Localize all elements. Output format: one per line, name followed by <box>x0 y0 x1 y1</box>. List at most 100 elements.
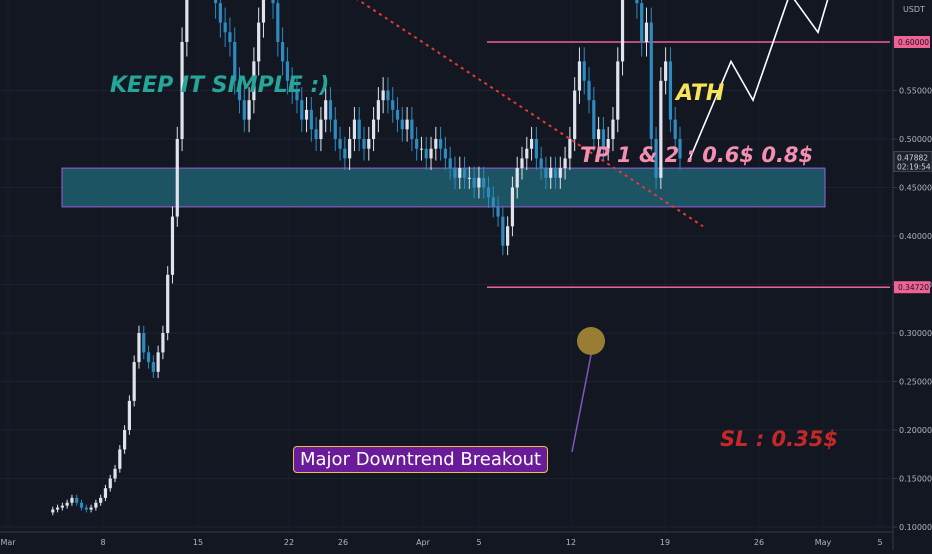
candle-body <box>439 139 443 149</box>
candle-body <box>218 3 222 23</box>
candle-body <box>597 129 601 139</box>
candle-body <box>472 177 476 188</box>
candle-body <box>649 22 653 140</box>
candle-body <box>300 100 304 120</box>
x-tick-label: 19 <box>660 538 670 547</box>
candle-body <box>65 502 69 506</box>
candle-body <box>362 139 366 149</box>
downtrend-line <box>356 0 704 228</box>
time-axis[interactable]: Mar 8 15 22 26 Apr 5 12 19 26 May 5 <box>0 531 893 547</box>
candle-body <box>544 168 548 178</box>
y-tick-label: 0.30000 <box>899 329 932 338</box>
candle-body <box>453 168 457 178</box>
current-price-label: 0.47882 <box>897 154 928 163</box>
candle-body <box>458 168 462 178</box>
candle-body <box>529 139 534 149</box>
y-tick-label: 0.40000 <box>899 232 932 241</box>
candle-body <box>60 505 64 508</box>
candle-body <box>252 61 256 101</box>
candle-body <box>99 497 103 503</box>
support-zone <box>61 167 826 208</box>
candle-body <box>333 119 337 139</box>
candle-body <box>142 333 146 353</box>
candle-body <box>55 507 60 510</box>
candle-body <box>539 158 543 169</box>
x-tick-label: 5 <box>877 538 882 547</box>
candle-body <box>496 206 500 217</box>
candle-body <box>462 168 467 178</box>
candle-body <box>510 187 515 227</box>
y-tick-label: 0.45000 <box>899 184 932 193</box>
candle-body <box>525 148 529 159</box>
candle-body <box>506 226 510 246</box>
candle-body <box>343 148 347 159</box>
x-tick-label: Mar <box>0 538 16 547</box>
candle-body <box>271 0 275 4</box>
level-price-label: 0.60000 <box>898 38 929 47</box>
candle-body <box>410 119 414 139</box>
y-tick-label: 0.25000 <box>899 378 932 387</box>
sl-text: SL : 0.35$ <box>720 427 838 451</box>
candle-body <box>175 139 179 217</box>
currency-label: USDT <box>903 5 925 14</box>
x-tick-label: Apr <box>416 538 431 547</box>
y-tick-label: 0.55000 <box>899 87 932 96</box>
candle-body <box>616 61 620 120</box>
candle-body <box>237 80 242 101</box>
candle-body <box>678 139 682 159</box>
current-price-tag <box>893 151 932 173</box>
candle-body <box>132 362 136 401</box>
candle-body <box>51 509 55 513</box>
candle-body <box>338 139 342 149</box>
candle-body <box>242 100 246 120</box>
candle-body <box>558 168 562 178</box>
candle-body <box>620 0 625 62</box>
candles-layer <box>51 0 682 516</box>
candle-body <box>563 158 567 169</box>
candle-body <box>371 119 376 139</box>
candle-body <box>213 0 218 4</box>
candle-body <box>84 507 88 510</box>
candle-body <box>391 100 395 110</box>
candle-body <box>635 0 639 4</box>
price-axis[interactable]: USDT1.150001.100001.050001.000000.900000… <box>892 0 932 550</box>
candle-body <box>161 333 165 353</box>
candle-body <box>170 216 175 275</box>
candle-body <box>118 449 122 469</box>
breakout-marker <box>577 327 605 355</box>
x-tick-label: 26 <box>754 538 764 547</box>
candle-body <box>573 90 577 139</box>
candle-body <box>304 109 309 120</box>
candle-body <box>103 488 108 498</box>
candle-body <box>328 100 333 120</box>
candle-body <box>166 274 170 333</box>
candle-body <box>70 497 74 503</box>
candle-body <box>257 22 261 62</box>
candle-body <box>501 216 505 246</box>
candle-body <box>654 139 658 178</box>
candle-body <box>290 80 294 91</box>
candle-body <box>324 100 328 120</box>
candle-body <box>395 109 400 120</box>
candle-body <box>601 129 605 149</box>
candle-body <box>640 3 644 42</box>
candle-body <box>577 61 582 91</box>
projection-path <box>689 0 829 159</box>
candle-body <box>443 148 447 159</box>
levels-layer <box>487 41 890 288</box>
candle-body <box>314 129 318 139</box>
overlays-layer <box>356 0 829 453</box>
candle-body <box>185 0 189 42</box>
candle-body <box>151 362 155 372</box>
candle-body <box>261 0 266 23</box>
candle-body <box>223 22 227 33</box>
candle-body <box>276 3 280 42</box>
candle-body <box>491 197 495 207</box>
candle-body <box>127 400 131 430</box>
candle-body <box>247 100 251 120</box>
x-tick-label: 12 <box>566 538 576 547</box>
x-tick-label: 15 <box>193 538 203 547</box>
candle-body <box>673 119 677 139</box>
candle-body <box>285 61 289 81</box>
y-tick-label: 0.20000 <box>899 426 932 435</box>
